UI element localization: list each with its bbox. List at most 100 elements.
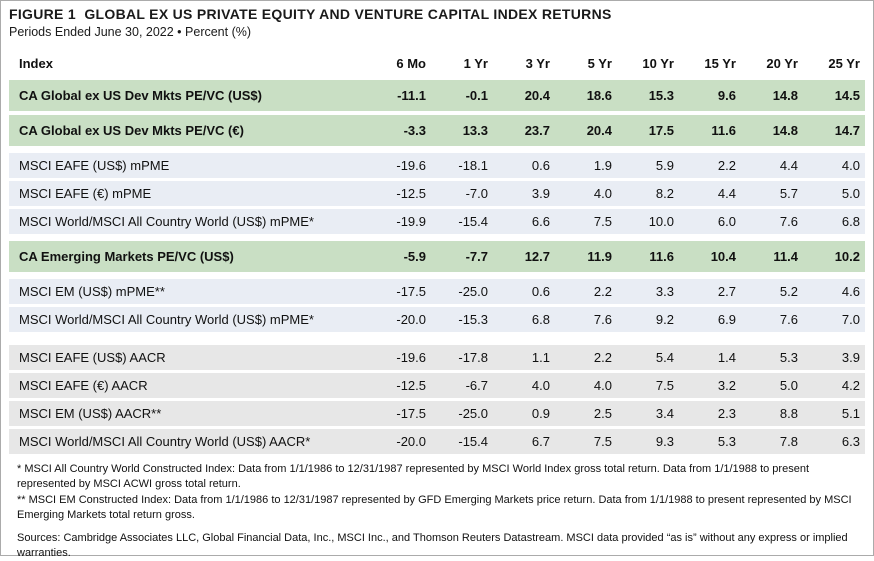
- row-value: 5.4: [655, 350, 674, 365]
- row-label: MSCI World/MSCI All Country World (US$) …: [19, 214, 314, 229]
- row-value: -15.4: [458, 434, 488, 449]
- column-header: 3 Yr: [525, 55, 550, 71]
- row-value: 4.4: [779, 158, 798, 173]
- row-value: 2.7: [717, 284, 736, 299]
- row-value: 7.5: [593, 434, 612, 449]
- row-label: MSCI EAFE (€) AACR: [19, 378, 148, 393]
- row-value: 2.2: [717, 158, 736, 173]
- row-value: -19.9: [396, 214, 426, 229]
- row-value: 1.4: [717, 350, 736, 365]
- table-row: MSCI EAFE (€) mPME -12.5 -7.0 3.9 4.0 8.2 4.4…: [9, 181, 865, 206]
- column-header: 25 Yr: [828, 55, 860, 71]
- row-value: -0.1: [465, 88, 488, 103]
- column-header: 20 Yr: [766, 55, 798, 71]
- table-row: MSCI World/MSCI All Country World (US$) …: [9, 429, 865, 454]
- row-value: 3.9: [531, 186, 550, 201]
- row-value: 7.6: [779, 312, 798, 327]
- column-header: 1 Yr: [463, 55, 488, 71]
- row-value: 6.8: [841, 214, 860, 229]
- table-header-row: Index 6 Mo 1 Yr 3 Yr 5 Yr 10 Yr 15 Yr 20 Yr 25 Y…: [9, 50, 865, 76]
- row-value: -11.1: [397, 88, 426, 103]
- table-row: MSCI EAFE (US$) mPME -19.6 -18.1 0.6 1.9 5.9…: [9, 153, 865, 178]
- column-header: 10 Yr: [642, 55, 674, 71]
- row-value: 5.0: [841, 186, 860, 201]
- row-value: 10.2: [834, 249, 860, 264]
- row-value: 6.7: [531, 434, 550, 449]
- row-value: -15.3: [458, 312, 488, 327]
- row-value: 4.0: [593, 378, 612, 393]
- row-value: -6.7: [465, 378, 488, 393]
- row-value: -25.0: [458, 284, 488, 299]
- row-value: 11.6: [711, 123, 736, 138]
- row-value: -7.0: [465, 186, 488, 201]
- row-value: 5.1: [841, 406, 860, 421]
- row-value: -18.1: [458, 158, 488, 173]
- row-value: 12.7: [524, 249, 550, 264]
- row-label: MSCI EAFE (US$) mPME: [19, 158, 170, 173]
- table-row: MSCI World/MSCI All Country World (US$) …: [9, 307, 865, 332]
- figure-title: FIGURE 1 GLOBAL EX US PRIVATE EQUITY AND…: [9, 6, 612, 22]
- row-value: 0.9: [531, 406, 550, 421]
- row-value: 7.0: [841, 312, 860, 327]
- row-value: 14.7: [834, 123, 860, 138]
- row-value: 6.3: [841, 434, 860, 449]
- row-value: 4.0: [841, 158, 860, 173]
- row-value: 6.9: [717, 312, 736, 327]
- row-value: 7.5: [655, 378, 674, 393]
- column-header: 5 Yr: [587, 55, 612, 71]
- row-value: 4.2: [841, 378, 860, 393]
- row-value: 9.2: [655, 312, 674, 327]
- row-label: CA Global ex US Dev Mkts PE/VC (US$): [19, 88, 262, 103]
- row-value: -3.3: [403, 123, 426, 138]
- footnote-sources: Sources: Cambridge Associates LLC, Globa…: [17, 531, 848, 559]
- table-row: MSCI EM (US$) mPME** -17.5 -25.0 0.6 2.2 3.3…: [9, 279, 865, 304]
- row-value: 3.2: [717, 378, 736, 393]
- row-value: -19.6: [396, 158, 426, 173]
- row-value: 9.6: [717, 88, 736, 103]
- row-value: 10.0: [648, 214, 674, 229]
- row-value: 4.0: [593, 186, 612, 201]
- table-row: MSCI EAFE (€) AACR -12.5 -6.7 4.0 4.0 7.5 3.2…: [9, 373, 865, 398]
- row-value: -20.0: [396, 434, 426, 449]
- column-header: 6 Mo: [396, 55, 426, 71]
- footnotes: * MSCI All Country World Constructed Ind…: [17, 462, 857, 561]
- row-value: 15.3: [648, 88, 674, 103]
- row-value: 7.5: [593, 214, 612, 229]
- table-row: MSCI EM (US$) AACR** -17.5 -25.0 0.9 2.5 3.4…: [9, 401, 865, 426]
- column-header-index: Index: [19, 55, 53, 71]
- row-value: 5.3: [779, 350, 798, 365]
- row-value: 2.2: [593, 284, 612, 299]
- row-value: 4.4: [717, 186, 736, 201]
- row-label: MSCI EM (US$) AACR**: [19, 406, 162, 421]
- row-value: 3.4: [655, 406, 674, 421]
- row-value: -20.0: [396, 312, 426, 327]
- row-value: 11.4: [773, 249, 798, 264]
- row-label: MSCI World/MSCI All Country World (US$) …: [19, 434, 311, 449]
- row-label: CA Global ex US Dev Mkts PE/VC (€): [19, 123, 244, 138]
- row-label: MSCI EM (US$) mPME**: [19, 284, 165, 299]
- row-value: -25.0: [458, 406, 488, 421]
- row-value: 2.3: [717, 406, 736, 421]
- row-value: -5.9: [403, 249, 426, 264]
- table-body: CA Global ex US Dev Mkts PE/VC (US$) -11…: [9, 80, 865, 454]
- row-value: 20.4: [524, 88, 550, 103]
- row-value: -7.7: [465, 249, 488, 264]
- row-value: 0.6: [531, 284, 550, 299]
- row-value: 11.6: [649, 249, 674, 264]
- row-value: -12.5: [396, 378, 426, 393]
- row-value: 14.8: [772, 88, 798, 103]
- row-value: 4.6: [841, 284, 860, 299]
- row-value: -19.6: [396, 350, 426, 365]
- row-label: MSCI World/MSCI All Country World (US$) …: [19, 312, 314, 327]
- row-value: 14.8: [772, 123, 798, 138]
- row-value: 23.7: [524, 123, 550, 138]
- row-value: 7.6: [593, 312, 612, 327]
- table-row: MSCI EAFE (US$) AACR -19.6 -17.8 1.1 2.2 5.4…: [9, 345, 865, 370]
- row-value: 5.2: [779, 284, 798, 299]
- footnote-acwi: * MSCI All Country World Constructed Ind…: [17, 463, 809, 491]
- row-value: 6.0: [717, 214, 736, 229]
- row-value: 17.5: [648, 123, 674, 138]
- row-value: 3.9: [841, 350, 860, 365]
- row-value: 13.3: [462, 123, 488, 138]
